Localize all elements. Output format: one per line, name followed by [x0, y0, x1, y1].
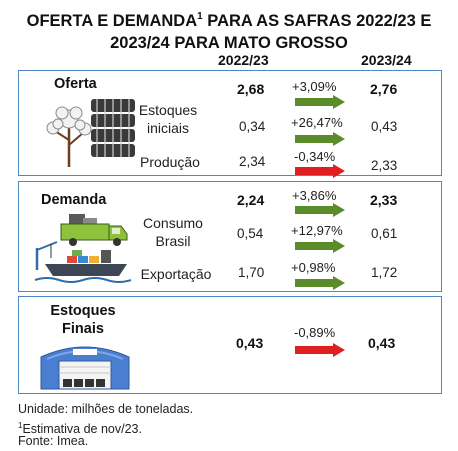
producao-label: Produção — [140, 154, 200, 170]
estoques-iniciais-pct: +26,47% — [291, 115, 343, 130]
estoques-finais-panel: Estoques Finais 0,43 -0,89% 0,43 — [18, 296, 442, 394]
demanda-total-pct: +3,86% — [292, 188, 337, 203]
exportacao-2022: 1,70 — [238, 265, 265, 280]
producao-2022: 2,34 — [239, 154, 266, 169]
up-arrow-icon — [295, 132, 345, 146]
page-title: OFERTA E DEMANDA1 PARA AS SAFRAS 2022/23… — [26, 11, 432, 52]
oferta-total-2023: 2,76 — [370, 81, 398, 97]
up-arrow-icon — [295, 239, 345, 253]
exportacao-2023: 1,72 — [371, 265, 398, 280]
column-header-2023-24: 2023/24 — [361, 52, 412, 68]
consumo-brasil-pct: +12,97% — [291, 223, 343, 238]
oferta-total-2022: 2,68 — [237, 81, 265, 97]
consumo-brasil-2022: 0,54 — [237, 226, 264, 241]
demanda-total-2022: 2,24 — [237, 192, 265, 208]
estoques-iniciais-2023: 0,43 — [371, 119, 398, 134]
estoques-iniciais-2022: 0,34 — [239, 119, 266, 134]
demanda-total-2023: 2,33 — [370, 192, 398, 208]
column-header-2022-23: 2022/23 — [218, 52, 269, 68]
exportacao-label: Exportação — [140, 266, 212, 282]
footer-unit: Unidade: milhões de toneladas. — [18, 402, 194, 416]
oferta-label: Oferta — [54, 76, 97, 92]
footer-estimate: 1Estimativa de nov/23. — [18, 421, 142, 436]
truck-ship-icon — [27, 210, 137, 290]
up-arrow-icon — [295, 276, 345, 290]
estoques-finais-2022: 0,43 — [236, 335, 264, 351]
demanda-panel: Demanda 2,24 +3,86% 2,33 Consumo Brasil … — [18, 181, 442, 292]
cotton-bales-icon — [39, 95, 139, 169]
consumo-brasil-label: Consumo Brasil — [143, 215, 203, 249]
exportacao-pct: +0,98% — [291, 260, 336, 275]
warehouse-icon — [37, 337, 133, 391]
consumo-brasil-2023: 0,61 — [371, 226, 398, 241]
oferta-total-pct: +3,09% — [292, 79, 337, 94]
up-arrow-icon — [295, 95, 345, 109]
up-arrow-icon — [295, 203, 345, 217]
producao-2023: 2,33 — [371, 158, 398, 173]
producao-pct: -0,34% — [294, 149, 336, 164]
down-arrow-icon — [295, 164, 345, 178]
oferta-panel: Oferta 2,68 +3,09% — [18, 70, 442, 178]
down-arrow-icon — [295, 343, 345, 357]
estoques-finais-pct: -0,89% — [294, 325, 336, 340]
estoques-iniciais-label: Estoques iniciais — [138, 102, 198, 136]
estoques-finais-label: Estoques Finais — [50, 303, 116, 337]
demanda-label: Demanda — [41, 192, 107, 208]
footer-source: Fonte: Imea. — [18, 434, 89, 448]
estoques-finais-2023: 0,43 — [368, 335, 396, 351]
